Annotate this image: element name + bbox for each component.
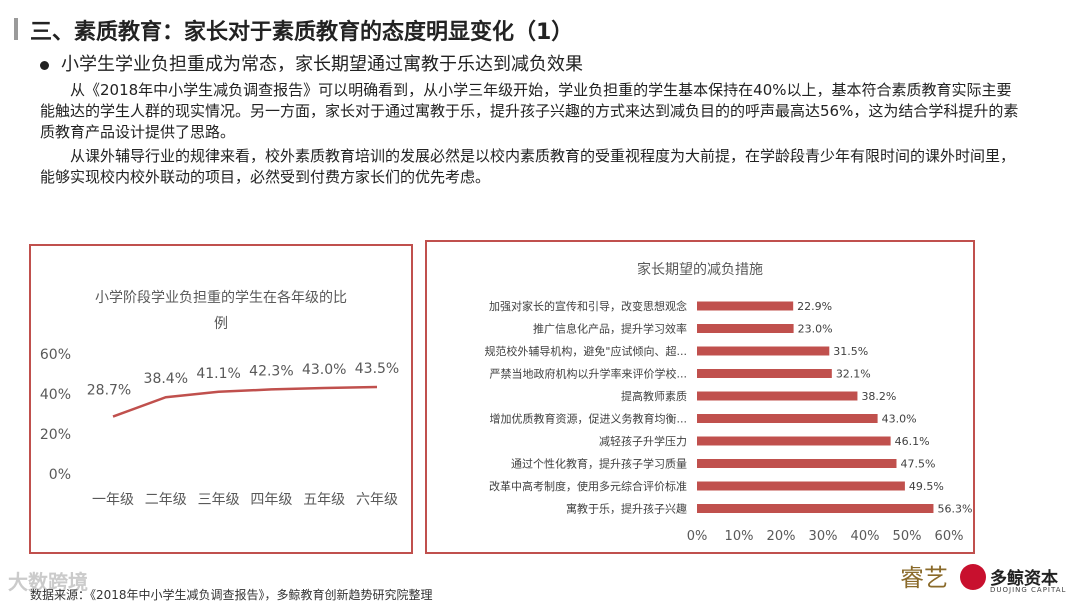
bar — [697, 369, 832, 378]
bar-chart-title: 家长期望的减负措施 — [637, 261, 763, 278]
bar-category-label: 寓教于乐，提升孩子兴趣 — [566, 502, 687, 516]
bar-x-tick-label: 50% — [893, 529, 922, 544]
bar-data-label: 49.5% — [909, 480, 944, 493]
bar-category-label: 改革中高考制度，使用多元综合评价标准 — [489, 479, 687, 493]
bar-data-label: 43.0% — [882, 413, 917, 426]
bar — [697, 346, 830, 356]
bar-data-label: 23.0% — [798, 323, 833, 336]
bar-data-label: 32.1% — [836, 368, 871, 381]
bar — [697, 436, 891, 446]
line-data-label: 28.7% — [87, 383, 131, 399]
line-x-tick-label: 五年级 — [303, 492, 345, 508]
bar-category-label: 增加优质教育资源，促进义务教育均衡... — [490, 412, 688, 426]
line-x-tick-label: 二年级 — [145, 492, 187, 508]
bar-category-label: 通过个性化教育，提升孩子学习质量 — [511, 457, 687, 471]
line-x-tick-label: 六年级 — [356, 492, 398, 508]
bar-category-label: 严禁当地政府机构以升学率来评价学校... — [490, 367, 688, 381]
bullet-text: 小学生学业负担重成为常态，家长期望通过寓教于乐达到减负效果 — [61, 54, 583, 75]
bar-x-tick-label: 10% — [725, 529, 754, 544]
bar-category-label: 提高教师素质 — [621, 389, 687, 403]
bar-x-tick-label: 60% — [935, 529, 964, 544]
title-accent-bar — [14, 18, 18, 40]
line-series — [112, 385, 378, 418]
line-x-tick-label: 四年级 — [250, 492, 292, 508]
bar — [697, 481, 905, 491]
bar-data-label: 46.1% — [895, 435, 930, 448]
duojing-logo-text: 多鲸资本 — [990, 569, 1058, 589]
paragraph-1: 从《2018年中小学生减负调查报告》可以明确看到，从小学三年级开始，学业负担重的… — [40, 81, 1019, 141]
line-chart: 小学阶段学业负担重的学生在各年级的比 例 0% 20% 40% 60% 一年级 二年级三… — [40, 290, 399, 508]
line-chart-title-line-1: 小学阶段学业负担重的学生在各年级的比 — [95, 290, 347, 306]
bar-category-label: 规范校外辅导机构，避免"应试倾向、超... — [484, 344, 687, 358]
bar-x-tick-label: 40% — [851, 529, 880, 544]
bar-chart: 家长期望的减负措施 加强对家长的宣传和引导，改变思想观念推广信息化产品，提升学习… — [484, 261, 972, 544]
bar-data-label: 22.9% — [797, 300, 832, 313]
bar — [697, 391, 858, 401]
bar-category-label: 推广信息化产品，提升学习效率 — [533, 322, 687, 336]
bar-x-tick-label: 30% — [809, 529, 838, 544]
line-x-tick-label: 三年级 — [198, 492, 240, 508]
line-data-label: 42.3% — [249, 363, 293, 379]
bullet-heading: 小学生学业负担重成为常态，家长期望通过寓教于乐达到减负效果 — [40, 50, 583, 76]
line-data-label: 43.5% — [355, 361, 399, 377]
line-y-tick-label: 40% — [40, 387, 71, 403]
bar — [697, 414, 878, 423]
line-chart-panel: 小学阶段学业负担重的学生在各年级的比 例 0% 20% 40% 60% 一年级 二年级三… — [29, 244, 413, 554]
bar — [697, 301, 794, 311]
bar-data-label: 31.5% — [833, 345, 868, 358]
line-data-label: 41.1% — [196, 366, 240, 382]
line-y-tick-label: 0% — [49, 467, 71, 483]
page-title: 三、素质教育：家长对于素质教育的态度明显变化（1） — [30, 20, 574, 45]
duojing-logo-subtext: DUOJING CAPITAL — [990, 586, 1067, 594]
line-y-tick-label: 60% — [40, 347, 71, 363]
watermark: 大数跨境 — [8, 570, 88, 594]
line-data-label: 38.4% — [144, 371, 188, 387]
bar-data-label: 47.5% — [901, 458, 936, 471]
bar — [697, 504, 934, 513]
line-x-tick-label: 一年级 — [92, 492, 134, 508]
ruiyi-logo: 睿艺 — [900, 564, 948, 592]
bar-x-tick-label: 0% — [687, 529, 708, 544]
bar — [697, 459, 897, 468]
bar — [697, 324, 794, 333]
bar-data-label: 56.3% — [937, 503, 972, 516]
bar-data-label: 38.2% — [861, 390, 896, 403]
duojing-logo-mark-icon — [960, 564, 986, 590]
bar-category-label: 加强对家长的宣传和引导，改变思想观念 — [489, 299, 687, 313]
line-chart-title-line-2: 例 — [214, 316, 228, 332]
bar-chart-panel: 家长期望的减负措施 加强对家长的宣传和引导，改变思想观念推广信息化产品，提升学习… — [425, 240, 975, 554]
paragraph-2: 从课外辅导行业的规律来看，校外素质教育培训的发展必然是以校内素质教育的受重视程度… — [40, 147, 1016, 186]
bar-x-tick-label: 20% — [767, 529, 796, 544]
bullet-dot-icon — [40, 60, 49, 70]
line-data-label: 43.0% — [302, 362, 346, 378]
line-y-tick-label: 20% — [40, 427, 71, 443]
duojing-logo: 多鲸资本 DUOJING CAPITAL — [960, 562, 1070, 596]
source-note: 数据来源：《2018年中小学生减负调查报告》，多鲸教育创新趋势研究院整理 — [30, 588, 433, 602]
bar-category-label: 减轻孩子升学压力 — [599, 434, 687, 448]
